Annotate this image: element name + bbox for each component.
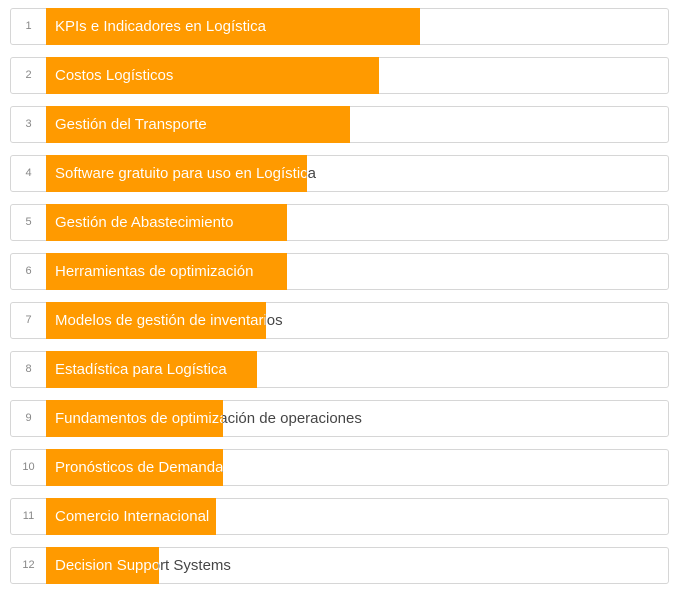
value-bar — [46, 449, 223, 486]
value-bar — [46, 8, 421, 45]
list-item[interactable]: 8 Estadística para Logística — [10, 351, 669, 388]
bar-track: Herramientas de optimización — [46, 253, 668, 290]
item-label: Pronósticos de Demanda — [55, 449, 223, 486]
rank-number: 3 — [25, 118, 32, 130]
item-label: Comercio Internacional — [55, 498, 209, 535]
rank-number: 10 — [22, 461, 35, 473]
bar-track: Fundamentos de optimización de operacion… — [46, 400, 668, 437]
bar-track: Decision Support Systems — [46, 547, 668, 584]
bar-track: Gestión de Abastecimiento — [46, 204, 668, 241]
value-bar — [46, 498, 216, 535]
value-bar — [46, 351, 258, 388]
list-item[interactable]: 2 Costos Logísticos — [10, 57, 669, 94]
rank-number: 8 — [25, 363, 32, 375]
rank-number: 1 — [25, 20, 32, 32]
item-label: KPIs e Indicadores en Logística — [55, 8, 266, 45]
value-bar — [46, 155, 307, 192]
item-label: Decision Support Systems — [55, 547, 231, 584]
list-item[interactable]: 1 KPIs e Indicadores en Logística — [10, 8, 669, 45]
value-bar — [46, 302, 266, 339]
bar-track: Pronósticos de Demanda — [46, 449, 668, 486]
bar-track: Estadística para Logística — [46, 351, 668, 388]
value-bar — [46, 204, 287, 241]
rank-number: 7 — [25, 314, 32, 326]
item-label: Estadística para Logística — [55, 351, 227, 388]
list-item[interactable]: 10 Pronósticos de Demanda — [10, 449, 669, 486]
rank-number: 9 — [25, 412, 32, 424]
item-label: Modelos de gestión de inventarios — [55, 302, 283, 339]
bar-track: Software gratuito para uso en Logística — [46, 155, 668, 192]
list-item[interactable]: 12 Decision Support Systems — [10, 547, 669, 584]
item-label: Herramientas de optimización — [55, 253, 253, 290]
list-item[interactable]: 4 Software gratuito para uso en Logístic… — [10, 155, 669, 192]
value-bar — [46, 106, 350, 143]
bar-track: Modelos de gestión de inventarios — [46, 302, 668, 339]
item-label: Gestión del Transporte — [55, 106, 207, 143]
ranked-list: 1 KPIs e Indicadores en Logística 2 Cost… — [10, 8, 669, 596]
value-bar — [46, 253, 287, 290]
rank-number: 4 — [25, 167, 32, 179]
list-item[interactable]: 6 Herramientas de optimización — [10, 253, 669, 290]
bar-track: Comercio Internacional — [46, 498, 668, 535]
item-label: Gestión de Abastecimiento — [55, 204, 233, 241]
bar-track: Gestión del Transporte — [46, 106, 668, 143]
list-item[interactable]: 3 Gestión del Transporte — [10, 106, 669, 143]
list-item[interactable]: 9 Fundamentos de optimización de operaci… — [10, 400, 669, 437]
item-label: Costos Logísticos — [55, 57, 173, 94]
list-item[interactable]: 5 Gestión de Abastecimiento — [10, 204, 669, 241]
rank-number: 12 — [22, 559, 35, 571]
item-label: Software gratuito para uso en Logística — [55, 155, 316, 192]
rank-number: 6 — [25, 265, 32, 277]
item-label: Fundamentos de optimización de operacion… — [55, 400, 362, 437]
bar-track: KPIs e Indicadores en Logística — [46, 8, 668, 45]
rank-number: 5 — [25, 216, 32, 228]
value-bar — [46, 57, 379, 94]
value-bar — [46, 547, 159, 584]
value-bar — [46, 400, 223, 437]
rank-number: 11 — [22, 510, 35, 522]
bar-track: Costos Logísticos — [46, 57, 668, 94]
list-item[interactable]: 11 Comercio Internacional — [10, 498, 669, 535]
rank-number: 2 — [25, 69, 32, 81]
list-item[interactable]: 7 Modelos de gestión de inventarios — [10, 302, 669, 339]
